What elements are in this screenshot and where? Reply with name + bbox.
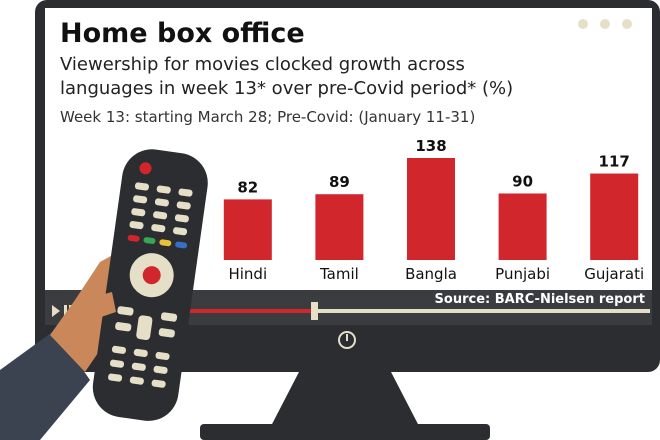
value-label: 117	[599, 153, 630, 171]
category-label: Gujarati	[584, 265, 644, 283]
play-icon	[52, 305, 60, 317]
bar	[407, 158, 455, 260]
window-dot	[622, 19, 632, 29]
tv-stand	[270, 370, 420, 428]
category-label: Bangla	[405, 265, 457, 283]
value-label: 138	[415, 137, 446, 155]
chart-title: Home box office	[60, 18, 305, 49]
thumb	[82, 292, 116, 322]
remote-keys	[129, 182, 193, 236]
tv-base	[200, 424, 490, 440]
sleeve	[0, 330, 90, 440]
power-button	[338, 331, 356, 349]
pause-icon	[64, 305, 67, 317]
category-label: Tamil	[319, 265, 359, 283]
progress-knob	[311, 302, 318, 320]
note: Week 13: starting March 28; Pre-Covid: (…	[60, 108, 475, 126]
window-dot	[578, 19, 588, 29]
remote-illustration	[0, 149, 208, 440]
bar	[498, 193, 547, 260]
subtitle: Viewership for movies clocked growth acr…	[60, 54, 465, 75]
subtitle: languages in week 13* over pre-Covid per…	[60, 78, 513, 99]
value-label: 90	[512, 172, 533, 190]
bars: 82 Hindi 89 Tamil 138 Bangla 90 Punjabi 117 Gujar…	[223, 137, 644, 283]
value-label: 82	[237, 178, 258, 196]
source: Source: BARC-Nielsen report	[435, 292, 645, 307]
bar	[223, 199, 272, 260]
value-label: 89	[329, 173, 350, 191]
window-dot	[600, 19, 610, 29]
category-label: Hindi	[228, 265, 267, 283]
bar	[315, 194, 364, 260]
remote	[92, 149, 208, 421]
category-label: Punjabi	[495, 265, 550, 283]
remote-power	[139, 162, 152, 175]
remote-ok	[142, 266, 161, 285]
bar	[590, 173, 639, 260]
